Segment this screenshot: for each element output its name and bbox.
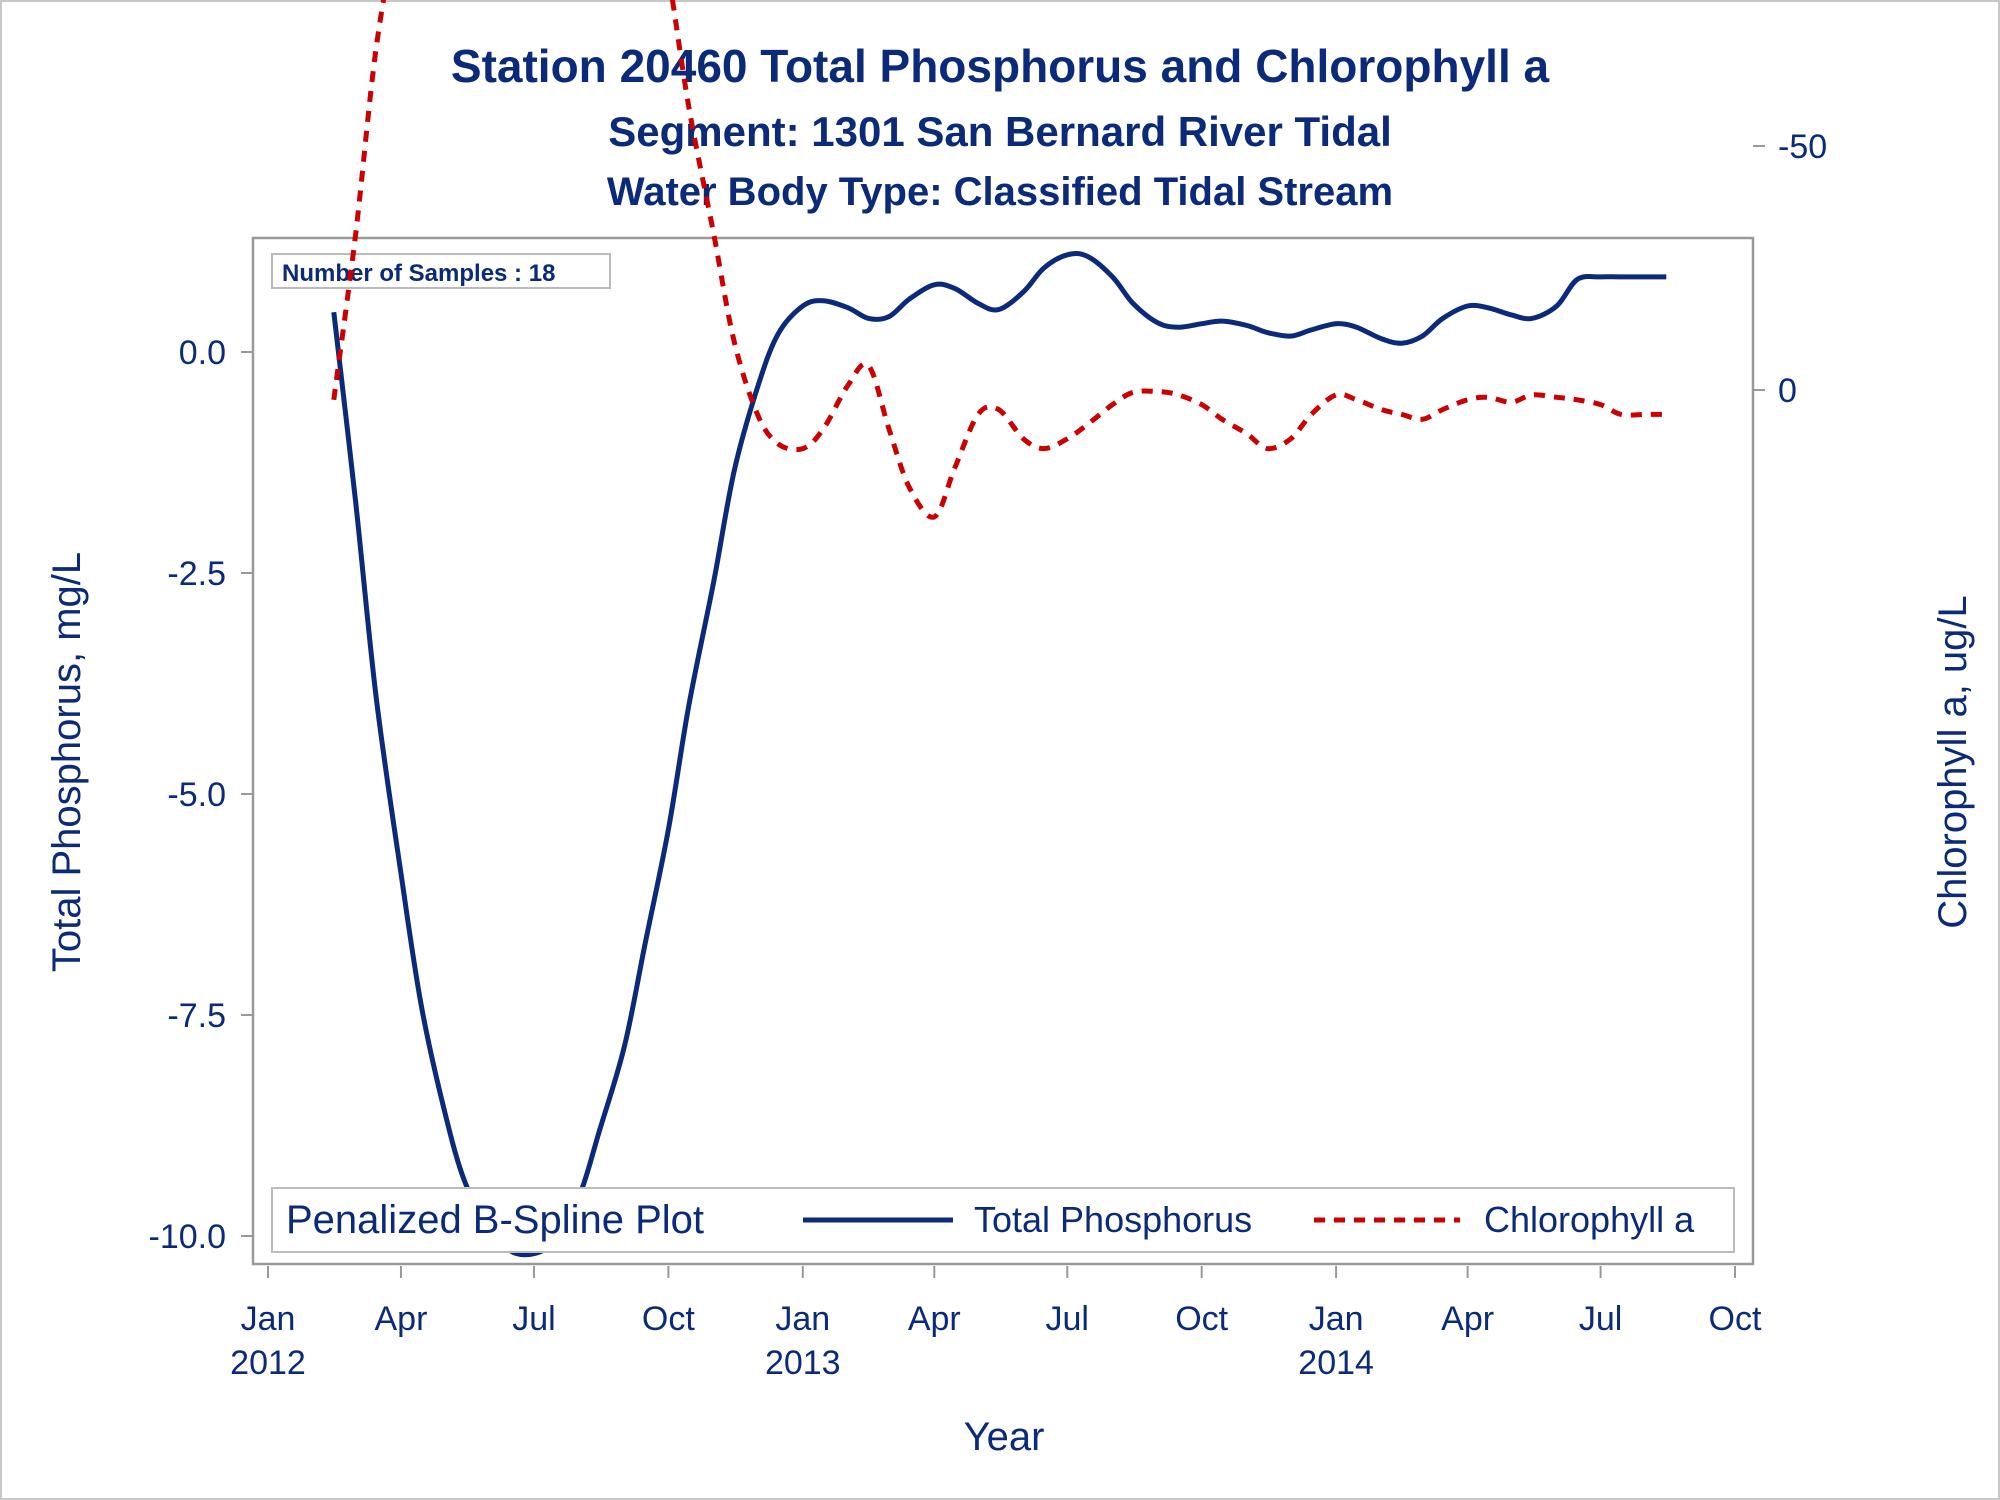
y-left-tick-label: -10.0 [149, 1218, 227, 1256]
x-axis: Jan 2012 Apr Jul Oct Jan 2013 Apr Jul Oct Jan 2014 A… [230, 1263, 1762, 1382]
y-left-tick-label: -5.0 [167, 776, 226, 814]
legend-box [271, 1187, 1735, 1253]
y-axis-right-label: Chlorophyll a, ug/L [1931, 595, 1975, 929]
x-tick-label: Jan [775, 1300, 830, 1338]
legend-label-chlorophyll-a: Chlorophyll a [1484, 1199, 1695, 1240]
y-right-tick-label: 0 [1778, 372, 1797, 410]
y-right-tick-label: -50 [1778, 128, 1827, 166]
x-tick-label: Jul [1579, 1300, 1622, 1338]
y-axis-left-label: Total Phosphorus, mg/L [45, 552, 89, 972]
x-tick-label: Apr [1441, 1300, 1494, 1338]
legend-title: Penalized B-Spline Plot [286, 1198, 704, 1242]
chart-subtitle: Segment: 1301 San Bernard River Tidal [608, 108, 1392, 155]
chart-subtitle-2: Water Body Type: Classified Tidal Stream [607, 170, 1393, 214]
sample-count-text: Number of Samples : 18 [282, 260, 555, 287]
x-axis-label: Year [964, 1415, 1045, 1459]
legend-label-total-phosphorus: Total Phosphorus [974, 1199, 1252, 1240]
plot-area [251, 236, 1755, 1266]
x-tick-year-label: 2014 [1298, 1344, 1374, 1382]
x-tick-label: Jul [512, 1300, 555, 1338]
y-axis-left: 0.0 -2.5 -5.0 -7.5 -10.0 [149, 334, 253, 1256]
y-left-tick-label: 0.0 [179, 334, 226, 372]
x-tick-label: Oct [1709, 1300, 1762, 1338]
x-tick-label: Apr [908, 1300, 961, 1338]
legend: Penalized B-Spline Plot Total Phosphorus… [271, 1187, 1735, 1253]
y-left-tick-label: -2.5 [167, 555, 226, 593]
y-axis-right: 0-50-100-150 [1753, 128, 1827, 410]
x-tick-label: Apr [375, 1300, 428, 1338]
x-tick-label: Jan [241, 1300, 296, 1338]
chart-title: Station 20460 Total Phosphorus and Chlor… [451, 40, 1550, 92]
sample-count-box [271, 253, 611, 289]
series-line-chlorophyll-a [331, 0, 1667, 520]
x-tick-label: Oct [642, 1300, 695, 1338]
x-tick-label: Jan [1309, 1300, 1364, 1338]
x-tick-label: Jul [1046, 1300, 1089, 1338]
x-tick-label: Oct [1175, 1300, 1228, 1338]
series-line-total-phosphorus [331, 250, 1667, 1258]
x-tick-year-label: 2013 [765, 1344, 841, 1382]
x-tick-year-label: 2012 [230, 1344, 306, 1382]
y-left-tick-label: -7.5 [167, 997, 226, 1035]
